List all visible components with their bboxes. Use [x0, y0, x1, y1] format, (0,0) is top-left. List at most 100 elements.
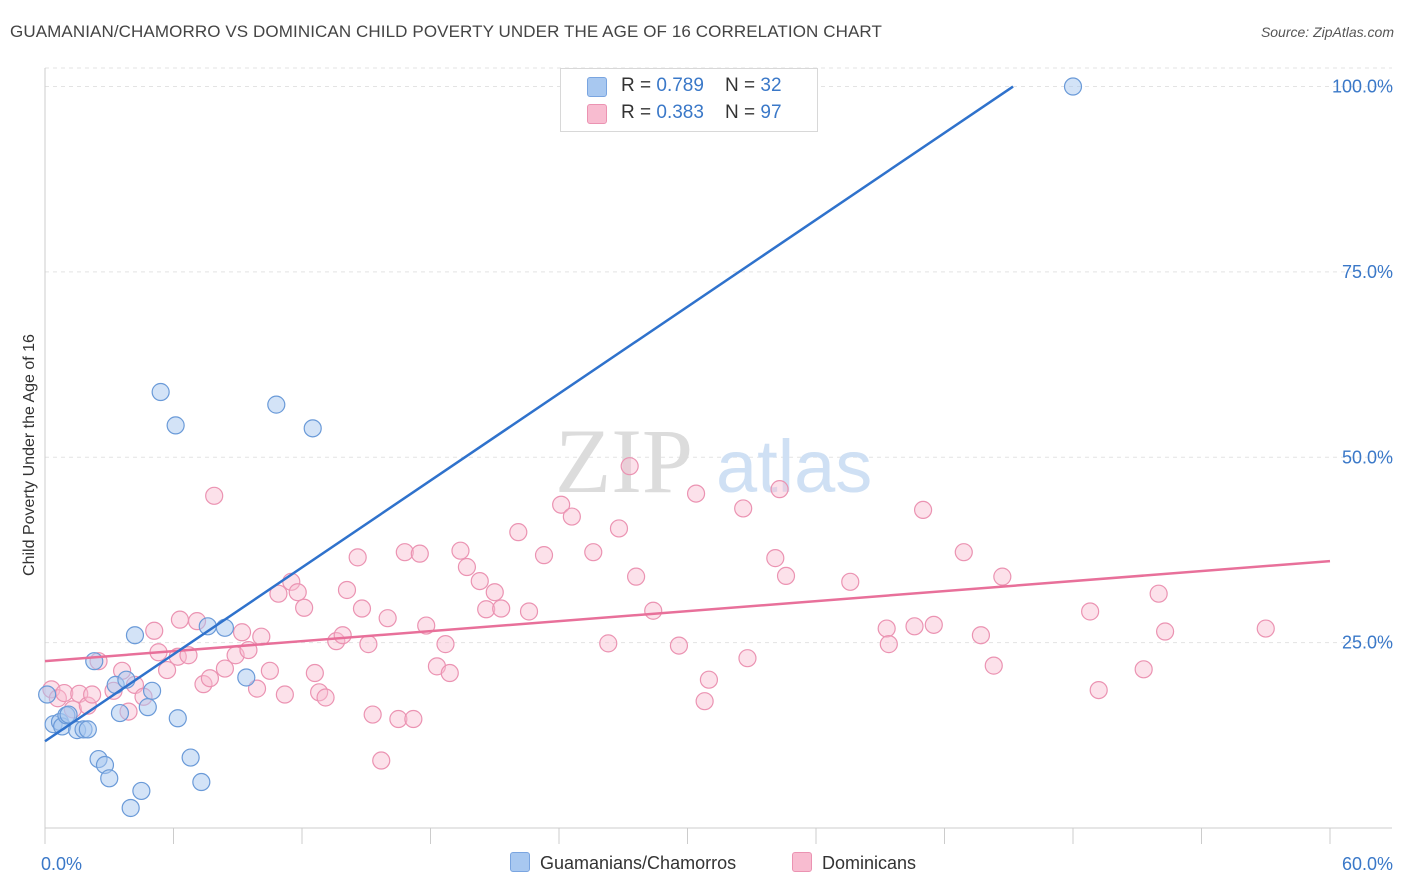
- dominican-point: [333, 626, 352, 645]
- chart-title: GUAMANIAN/CHAMORRO VS DOMINICAN CHILD PO…: [10, 22, 882, 41]
- dominican-point: [359, 635, 378, 654]
- dominican-point: [145, 621, 164, 640]
- dominican-point: [295, 598, 314, 617]
- guamanian-point: [1063, 77, 1083, 96]
- dominican-point: [404, 709, 423, 729]
- dominican-point: [470, 571, 489, 591]
- legend-n-label: N =: [725, 102, 761, 123]
- source-label: Source: ZipAtlas.com: [1260, 24, 1394, 40]
- dominican-point: [288, 583, 307, 602]
- dominican-point: [770, 480, 789, 499]
- dominican-point: [984, 656, 1003, 675]
- dominican-point: [205, 486, 224, 505]
- dominican-point: [275, 685, 294, 704]
- dominican-point: [971, 626, 991, 645]
- guamanian-point: [125, 626, 145, 645]
- dominican-point: [519, 602, 539, 621]
- legend-swatch-blue: [587, 77, 607, 97]
- guamanian-trend-line: [44, 85, 1014, 743]
- guamanians-points: [38, 77, 1083, 818]
- watermark-atlas: atlas: [716, 425, 872, 508]
- dominican-point: [954, 543, 973, 562]
- dominican-point: [686, 484, 706, 503]
- dominican-point: [316, 688, 335, 707]
- dominican-point: [695, 692, 714, 711]
- dominican-point: [584, 543, 603, 562]
- dominican-point: [352, 599, 372, 618]
- dominican-point: [305, 663, 324, 683]
- dominican-trend-line: [44, 559, 1331, 663]
- guamanian-point: [59, 705, 78, 724]
- dominican-point: [363, 705, 382, 724]
- guamanian-point: [303, 419, 322, 438]
- dominican-point: [993, 567, 1012, 586]
- x-tick-label: 60.0%: [1342, 854, 1393, 874]
- dominican-point: [509, 523, 528, 542]
- trend-lines: [44, 85, 1331, 743]
- dominican-point: [436, 635, 455, 654]
- guamanian-point: [132, 781, 151, 801]
- dominican-point: [440, 663, 459, 683]
- legend-r-label: R =: [621, 102, 657, 123]
- dominican-point: [841, 572, 860, 591]
- dominican-point: [485, 583, 504, 602]
- guamanian-point: [166, 416, 185, 435]
- dominican-point: [734, 499, 753, 518]
- dominican-point: [170, 610, 190, 629]
- legend-r-label: R =: [621, 75, 657, 96]
- dominican-point: [776, 566, 796, 586]
- dominicans-points: [42, 457, 1275, 770]
- dominican-point: [562, 507, 581, 526]
- correlation-legend: R = 0.789 N = 32 R = 0.383 N = 97: [560, 68, 818, 132]
- dominican-point: [492, 599, 511, 618]
- legend-swatch-pink: [587, 104, 607, 124]
- dominican-point: [247, 679, 267, 698]
- dominican-point: [457, 557, 477, 577]
- guamanian-point: [267, 395, 286, 414]
- guamanian-point: [192, 772, 211, 792]
- dominican-point: [1256, 619, 1275, 638]
- bottom-legend-dominicans: Dominicans: [792, 852, 916, 874]
- dominican-point: [699, 670, 719, 689]
- dominican-point: [534, 546, 554, 565]
- guamanian-point: [78, 720, 97, 739]
- dominican-point: [378, 609, 397, 628]
- y-tick-label: 75.0%: [1342, 262, 1393, 282]
- guamanian-point: [142, 681, 162, 700]
- dominican-point: [913, 500, 933, 520]
- y-axis-title: Child Poverty Under the Age of 16: [21, 334, 38, 576]
- legend-n-value: 97: [760, 102, 782, 123]
- dominican-point: [337, 580, 357, 600]
- guamanian-point: [138, 698, 157, 717]
- bottom-legend-guamanians: Guamanians/Chamorros: [510, 852, 736, 874]
- dominican-point: [1149, 584, 1168, 603]
- dominican-point: [1155, 622, 1175, 641]
- tick-labels: 25.0% 50.0% 75.0% 100.0% 0.0% 60.0%: [41, 77, 1393, 874]
- guamanian-point: [215, 618, 234, 637]
- dominican-point: [417, 616, 436, 635]
- guamanian-point: [121, 798, 140, 818]
- dominican-point: [905, 617, 924, 636]
- dominican-point: [389, 709, 408, 729]
- dominican-point: [348, 548, 367, 567]
- dominican-point: [644, 601, 663, 620]
- dominican-point: [738, 649, 757, 668]
- bottom-legend-label: Guamanians/Chamorros: [540, 853, 737, 873]
- dominican-point: [924, 615, 943, 634]
- legend-r-value: 0.789: [656, 75, 704, 96]
- dominican-point: [620, 457, 639, 476]
- guamanian-point: [110, 703, 130, 723]
- dominican-point: [232, 623, 252, 642]
- dominican-point: [372, 751, 391, 770]
- dominican-point: [395, 543, 414, 562]
- dominican-point: [766, 549, 785, 568]
- guamanian-point: [181, 748, 200, 767]
- dominican-point: [477, 600, 496, 619]
- dominican-point: [410, 544, 429, 563]
- dominican-point: [552, 495, 571, 514]
- dominican-point: [609, 519, 629, 538]
- watermark-zip: ZIP: [555, 410, 693, 512]
- x-tick-label: 0.0%: [41, 854, 82, 874]
- dominican-point: [877, 619, 896, 638]
